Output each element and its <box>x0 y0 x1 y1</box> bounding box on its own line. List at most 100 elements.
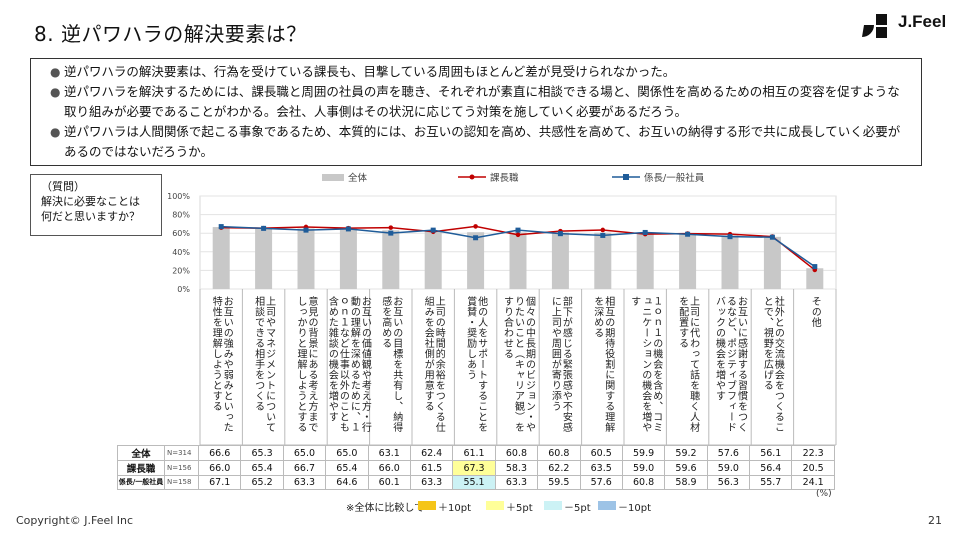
table-cell: 63.3 <box>409 475 454 490</box>
point-kacho <box>388 225 394 230</box>
category-label: 動の理解を深めるために、１ <box>348 295 360 433</box>
category-label: を深める <box>592 296 604 338</box>
table-cell: 65.0 <box>325 445 369 461</box>
table-cell: 60.8 <box>621 475 666 490</box>
table-cell: 60.8 <box>537 445 581 461</box>
question-text-line1: 解決に必要なことは <box>41 195 140 208</box>
y-tick-label: 60% <box>172 229 190 238</box>
table-cell: 60.8 <box>494 445 539 461</box>
table-cell: 62.4 <box>409 445 454 461</box>
question-box: （質問） 解決に必要なことは 何だと思いますか？ <box>30 174 162 236</box>
table-cell: 20.5 <box>791 460 835 476</box>
bar <box>212 227 230 289</box>
row-sample-size: N=158 <box>164 475 199 490</box>
bar <box>594 232 612 289</box>
unit-label: (%) <box>816 489 832 499</box>
category-label: るなど、ポジティブフィード <box>725 296 737 433</box>
point-kakari <box>685 231 691 237</box>
y-tick-label: 80% <box>172 211 190 220</box>
table-cell: 56.3 <box>706 475 751 490</box>
bar <box>721 235 739 289</box>
category-label: 上司の時間的余裕をつくる仕 <box>433 296 445 433</box>
table-cell: 57.6 <box>706 445 751 461</box>
table-cell: 66.0 <box>197 460 242 476</box>
category-label: 上司やマネジメントについて <box>264 296 276 433</box>
row-sample-size: N=314 <box>164 445 199 461</box>
table-cell: 58.9 <box>664 475 708 490</box>
table-cell: 58.3 <box>494 460 539 476</box>
category-label: 含めた雑談の機会を増やす <box>326 295 338 422</box>
point-kakari <box>345 226 351 232</box>
point-kacho <box>515 232 521 238</box>
table-cell: 55.1 <box>452 475 496 490</box>
category-label: に上司や周囲が寄り添う <box>549 296 561 412</box>
data-table: 全体 N=314 66.6 65.3 65.0 65.0 63.1 62.4 61.1 60.8 6… <box>117 445 835 490</box>
bar <box>297 228 315 289</box>
copyright: Copyright© J.Feel Inc <box>16 514 134 527</box>
point-kakari <box>769 234 775 240</box>
table-cell: 22.3 <box>791 445 835 461</box>
point-kakari <box>388 230 394 236</box>
table-cell: 56.1 <box>749 445 793 461</box>
page-number: 21 <box>928 514 942 527</box>
bar <box>636 233 654 289</box>
bar <box>382 230 400 289</box>
table-cell: 67.3 <box>452 460 496 476</box>
question-label: （質問） <box>41 180 85 193</box>
category-label: 相談できる相手をつくる <box>253 295 265 412</box>
bar <box>679 233 697 289</box>
table-cell: 59.6 <box>664 460 708 476</box>
category-label: とで、視野を広げる <box>761 296 773 391</box>
table-cell: 60.5 <box>579 445 623 461</box>
table-cell: 64.6 <box>325 475 369 490</box>
table-cell: 66.6 <box>197 445 242 461</box>
bar <box>467 232 485 289</box>
category-label: 感を高める <box>380 295 392 349</box>
bar <box>806 268 824 289</box>
category-label: すり合わせる <box>502 296 514 359</box>
bar <box>763 236 781 289</box>
category-label: 上司に代わって話を聴く人材 <box>688 296 700 433</box>
y-tick-label: 100% <box>167 192 190 201</box>
category-label: バックの機会を増やす <box>714 296 726 401</box>
category-label: その他 <box>809 296 821 328</box>
highlight-key: ※全体に比較して ＋10pt ＋5pt －5pt －10pt <box>0 499 960 514</box>
legend-kacho-swatch <box>458 174 486 180</box>
question-text-line2: 何だと思いますか？ <box>41 210 140 223</box>
table-cell: 60.1 <box>367 475 411 490</box>
bar <box>424 230 442 289</box>
bar <box>339 228 357 289</box>
bar <box>509 232 527 289</box>
table-cell: 66.0 <box>367 460 411 476</box>
table-cell: 65.2 <box>240 475 284 490</box>
category-label: りたいこと（キャリア観）を <box>513 296 525 433</box>
point-kakari <box>218 224 224 230</box>
table-cell: 62.2 <box>537 460 581 476</box>
point-kakari <box>515 227 521 233</box>
point-kakari <box>473 235 479 241</box>
table-row: 係長/一般社員 N=158 67.1 65.2 63.3 64.6 60.1 63.3 55.1… <box>117 475 835 490</box>
table-cell: 63.5 <box>579 460 623 476</box>
summary-point-3: 逆パワハラは人間関係で起こる事象であるため、本質的には、お互いの認知を高め、共感… <box>50 122 911 162</box>
legend-label-kakari: 係長/一般社員 <box>644 173 705 184</box>
key-swatch-plus10 <box>418 501 436 510</box>
point-kakari <box>600 232 606 238</box>
y-tick-label: 40% <box>172 248 190 257</box>
category-label: 相互の期待役割に関する理解 <box>603 295 615 433</box>
table-cell: 65.4 <box>325 460 369 476</box>
table-cell: 67.1 <box>197 475 242 490</box>
table-cell: 65.0 <box>282 445 327 461</box>
table-cell: 61.1 <box>452 445 496 461</box>
point-kacho <box>600 227 606 233</box>
category-label: お互いの目標を共有し、納得 <box>391 296 403 433</box>
table-cell: 59.5 <box>537 475 581 490</box>
point-kacho <box>473 224 478 229</box>
table-cell: 24.1 <box>791 475 835 490</box>
point-kakari <box>430 227 436 233</box>
category-label: ｏｎ１など仕事以外のことも <box>337 296 349 433</box>
row-label: 係長/一般社員 <box>117 475 165 490</box>
bar <box>551 232 569 289</box>
key-swatch-minus10 <box>598 501 616 510</box>
category-label: ュニケーションの機会を増や <box>640 296 652 433</box>
